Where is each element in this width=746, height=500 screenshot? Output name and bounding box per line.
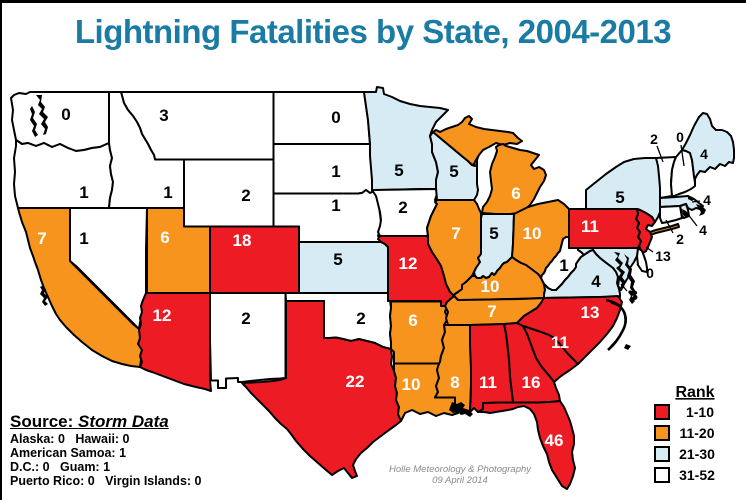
svg-text:1: 1	[163, 183, 172, 202]
svg-text:12: 12	[399, 254, 418, 273]
svg-text:2: 2	[650, 131, 658, 147]
svg-text:2: 2	[676, 231, 684, 247]
svg-text:10: 10	[523, 224, 542, 243]
svg-text:2: 2	[241, 186, 250, 205]
svg-text:0: 0	[61, 105, 70, 124]
svg-text:6: 6	[511, 184, 520, 203]
svg-text:5: 5	[615, 188, 624, 207]
svg-text:2: 2	[356, 309, 365, 328]
svg-text:11: 11	[479, 373, 497, 392]
svg-text:1-10: 1-10	[686, 404, 714, 420]
svg-text:5: 5	[333, 250, 342, 269]
svg-text:0: 0	[676, 129, 684, 145]
svg-text:10: 10	[402, 375, 421, 394]
svg-text:6: 6	[160, 228, 169, 247]
svg-text:11-20: 11-20	[679, 425, 714, 441]
svg-text:4: 4	[699, 222, 707, 238]
svg-text:18: 18	[233, 231, 252, 250]
svg-text:22: 22	[346, 372, 365, 391]
svg-text:0: 0	[331, 108, 340, 127]
svg-text:1: 1	[79, 183, 88, 202]
svg-text:3: 3	[630, 287, 638, 303]
svg-text:21-30: 21-30	[679, 446, 715, 462]
svg-text:6: 6	[408, 311, 417, 330]
svg-text:2: 2	[241, 309, 250, 328]
svg-text:13: 13	[581, 303, 600, 322]
svg-text:8: 8	[450, 373, 459, 392]
svg-text:46: 46	[545, 431, 564, 450]
svg-text:4: 4	[591, 272, 601, 291]
svg-text:7: 7	[37, 229, 46, 248]
svg-text:16: 16	[522, 373, 541, 392]
svg-text:5: 5	[449, 162, 458, 181]
svg-text:7: 7	[487, 302, 496, 321]
svg-text:0: 0	[646, 265, 654, 281]
svg-text:5: 5	[489, 224, 498, 243]
svg-text:13: 13	[655, 248, 671, 264]
svg-text:1: 1	[79, 229, 88, 248]
svg-text:10: 10	[481, 277, 500, 296]
svg-text:3: 3	[159, 106, 168, 125]
svg-text:31-52: 31-52	[679, 467, 715, 483]
svg-text:12: 12	[153, 306, 172, 325]
svg-text:1: 1	[331, 196, 340, 215]
svg-text:11: 11	[551, 333, 569, 352]
svg-text:5: 5	[394, 161, 403, 180]
svg-text:1: 1	[331, 162, 340, 181]
svg-text:7: 7	[451, 224, 460, 243]
svg-text:1: 1	[559, 256, 568, 275]
svg-text:2: 2	[398, 198, 407, 217]
svg-text:4: 4	[703, 192, 711, 208]
svg-text:11: 11	[581, 217, 599, 236]
svg-text:Rank: Rank	[675, 384, 714, 401]
svg-text:4: 4	[700, 146, 708, 162]
